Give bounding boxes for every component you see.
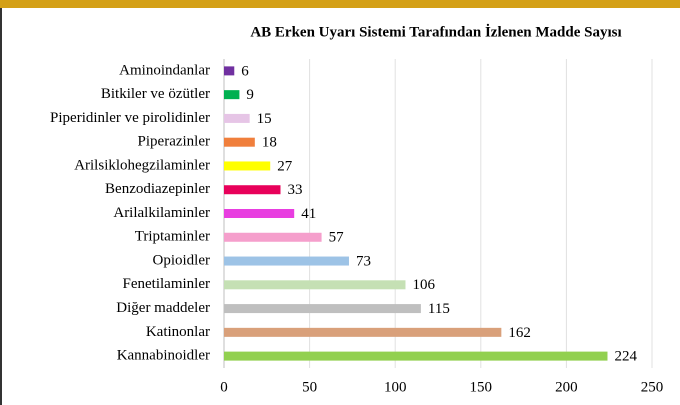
value-label: 15	[257, 111, 272, 127]
x-tick-label: 50	[302, 379, 317, 395]
top-border	[0, 0, 680, 8]
bar	[224, 256, 349, 266]
value-label: 73	[356, 253, 371, 269]
bar	[224, 185, 281, 195]
bar	[224, 351, 608, 361]
bar	[224, 113, 250, 123]
value-label: 115	[428, 301, 450, 317]
x-tick-label: 200	[555, 379, 578, 395]
bar	[224, 209, 295, 218]
bar	[224, 66, 235, 76]
x-tick-label: 150	[470, 379, 493, 395]
y-tick-label: Diğer maddeler	[116, 300, 210, 316]
value-label: 18	[262, 135, 277, 151]
value-label: 6	[241, 63, 249, 79]
bar	[224, 304, 421, 314]
bar	[224, 280, 406, 290]
y-tick-label: Aminoindanlar	[119, 62, 210, 78]
x-tick-label: 0	[220, 379, 228, 395]
x-tick-label: 250	[641, 379, 664, 395]
value-label: 162	[508, 325, 531, 341]
bar	[224, 327, 502, 337]
value-label: 27	[277, 158, 293, 174]
left-border	[0, 8, 2, 405]
y-tick-label: Triptaminler	[135, 229, 210, 245]
y-tick-label: Arilalkilaminler	[113, 205, 210, 221]
y-tick-label: Piperazinler	[138, 134, 210, 150]
value-label: 33	[287, 182, 302, 198]
bar	[224, 90, 240, 100]
chart-title: AB Erken Uyarı Sistemi Tarafından İzlene…	[250, 23, 621, 40]
x-tick-label: 100	[384, 379, 407, 395]
bar	[224, 161, 271, 171]
y-tick-label: Kannabinoidler	[117, 348, 210, 364]
y-tick-label: Fenetilaminler	[123, 276, 210, 292]
y-tick-label: Piperidinler ve pirolidinler	[50, 110, 210, 126]
value-label: 57	[329, 230, 345, 246]
y-tick-label: Benzodiazepinler	[105, 181, 210, 197]
value-label: 106	[412, 277, 435, 293]
value-label: 224	[614, 349, 637, 365]
y-tick-label: Bitkiler ve özütler	[101, 86, 210, 102]
bar	[224, 232, 322, 242]
y-tick-label: Arilsiklohegzilaminler	[74, 157, 210, 173]
value-label: 9	[246, 87, 254, 103]
y-tick-label: Katinonlar	[146, 324, 210, 340]
y-tick-label: Opioidler	[153, 252, 211, 268]
value-label: 41	[301, 206, 316, 222]
bar	[224, 137, 255, 147]
